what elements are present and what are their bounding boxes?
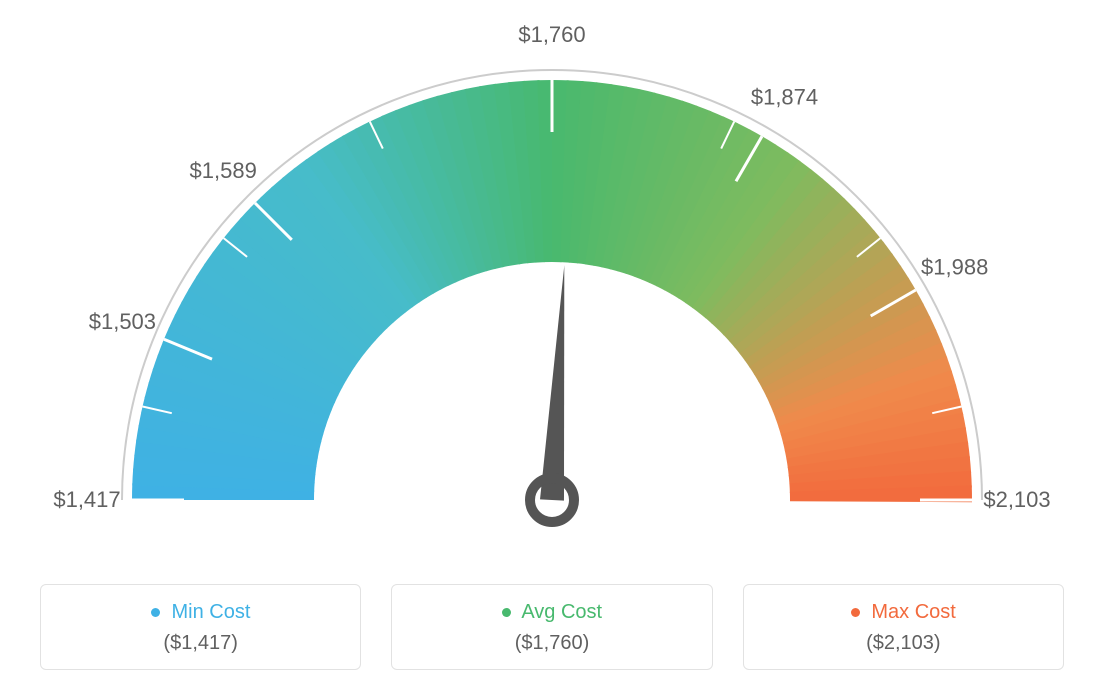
max-cost-label: Max Cost bbox=[871, 601, 955, 623]
max-cost-card: Max Cost ($2,103) bbox=[743, 584, 1064, 670]
avg-cost-card: Avg Cost ($1,760) bbox=[391, 584, 712, 670]
max-dot-icon bbox=[851, 608, 860, 617]
cost-gauge: $1,417 $1,503 $1,589 $1,760 $1,874 $1,988 $2,1… bbox=[0, 0, 1104, 550]
max-cost-value: ($2,103) bbox=[754, 632, 1053, 655]
min-cost-label: Min Cost bbox=[171, 601, 250, 623]
max-cost-title: Max Cost bbox=[754, 601, 1053, 624]
svg-text:$2,103: $2,103 bbox=[983, 487, 1050, 512]
svg-text:$1,988: $1,988 bbox=[921, 255, 988, 280]
avg-cost-value: ($1,760) bbox=[402, 632, 701, 655]
min-cost-title: Min Cost bbox=[51, 601, 350, 624]
svg-text:$1,589: $1,589 bbox=[190, 158, 257, 183]
svg-text:$1,503: $1,503 bbox=[89, 309, 156, 334]
svg-text:$1,417: $1,417 bbox=[53, 487, 120, 512]
avg-cost-label: Avg Cost bbox=[521, 601, 602, 623]
svg-text:$1,874: $1,874 bbox=[751, 84, 818, 109]
avg-cost-title: Avg Cost bbox=[402, 601, 701, 624]
legend-row: Min Cost ($1,417) Avg Cost ($1,760) Max … bbox=[0, 584, 1104, 670]
min-cost-card: Min Cost ($1,417) bbox=[40, 584, 361, 670]
min-dot-icon bbox=[151, 608, 160, 617]
svg-text:$1,760: $1,760 bbox=[518, 22, 585, 47]
min-cost-value: ($1,417) bbox=[51, 632, 350, 655]
avg-dot-icon bbox=[502, 608, 511, 617]
